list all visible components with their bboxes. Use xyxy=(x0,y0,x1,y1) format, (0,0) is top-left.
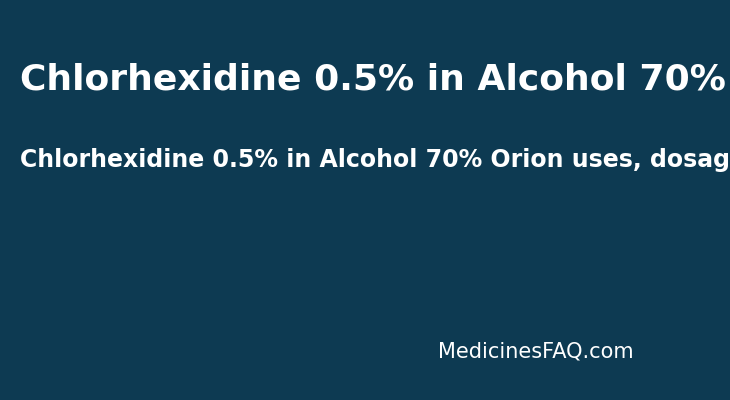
Text: Chlorhexidine 0.5% in Alcohol 70% Orion: Chlorhexidine 0.5% in Alcohol 70% Orion xyxy=(20,63,730,97)
Text: MedicinesFAQ.com: MedicinesFAQ.com xyxy=(438,342,634,362)
Text: Chlorhexidine 0.5% in Alcohol 70% Orion uses, dosage, side effe: Chlorhexidine 0.5% in Alcohol 70% Orion … xyxy=(20,148,730,172)
